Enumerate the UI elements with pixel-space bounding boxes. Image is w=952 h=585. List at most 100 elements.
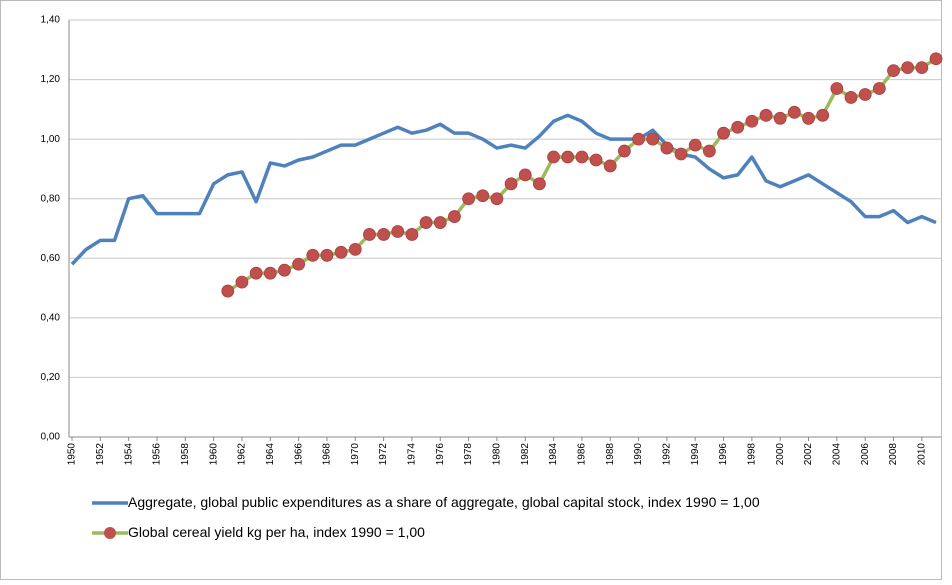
data-point <box>929 52 943 66</box>
x-tick-label: 1996 <box>718 443 729 466</box>
data-point <box>872 82 886 95</box>
data-point <box>816 108 830 122</box>
legend-label: Aggregate, global public expenditures as… <box>128 494 760 510</box>
legend-swatch <box>92 501 128 505</box>
data-point <box>504 177 518 191</box>
data-point <box>745 114 759 128</box>
data-point <box>433 216 447 229</box>
data-point <box>632 132 645 146</box>
data-point <box>278 263 291 277</box>
data-point <box>603 159 617 173</box>
x-tick-label: 1968 <box>322 443 333 466</box>
x-tick-label: 1980 <box>492 443 503 466</box>
y-tick-label: 0,00 <box>41 432 61 443</box>
x-tick-label: 1952 <box>95 443 106 466</box>
data-point <box>901 61 915 75</box>
data-point <box>547 150 560 164</box>
data-point <box>787 105 801 119</box>
data-point <box>660 141 674 155</box>
y-tick-label: 0,60 <box>41 253 61 264</box>
data-point <box>561 150 575 164</box>
x-tick-label: 1978 <box>463 443 474 466</box>
data-point <box>490 192 504 206</box>
x-tick-label: 1984 <box>548 443 559 466</box>
x-tick-label: 1962 <box>237 443 248 466</box>
legend-swatch <box>92 527 128 539</box>
y-tick-label: 0,80 <box>41 193 61 204</box>
data-point <box>306 248 320 262</box>
data-point <box>575 150 589 164</box>
x-tick-label: 1972 <box>378 443 389 466</box>
x-tick-label: 1954 <box>123 443 134 466</box>
data-point <box>221 284 235 298</box>
y-tick-label: 1,00 <box>41 134 61 145</box>
x-tick-label: 2006 <box>860 443 871 466</box>
data-point <box>533 177 546 191</box>
data-point <box>363 228 376 241</box>
series-line <box>226 57 937 293</box>
data-point <box>688 138 702 152</box>
x-tick-label: 1974 <box>407 443 418 466</box>
x-tick-label: 1958 <box>180 443 191 466</box>
x-tick-label: 1998 <box>747 443 758 466</box>
data-point <box>405 228 419 241</box>
data-point <box>773 111 787 125</box>
data-point <box>377 228 391 241</box>
data-point <box>448 210 461 223</box>
data-point <box>731 120 745 134</box>
y-tick-label: 0,40 <box>41 312 61 323</box>
x-tick-label: 2002 <box>803 443 814 466</box>
data-point <box>249 266 263 280</box>
data-point <box>462 192 475 206</box>
x-tick-label: 2010 <box>916 443 927 466</box>
data-point <box>235 275 249 289</box>
data-point <box>617 144 631 158</box>
data-point <box>476 189 490 203</box>
x-tick-label: 1964 <box>265 443 276 466</box>
x-tick-label: 1966 <box>293 443 304 466</box>
legend-entry: Global cereal yield kg per ha, index 199… <box>92 522 932 542</box>
legend: Aggregate, global public expenditures as… <box>92 492 932 552</box>
x-tick-label: 1950 <box>67 443 78 466</box>
x-tick-label: 1960 <box>208 443 219 466</box>
data-point <box>830 82 844 95</box>
y-tick-label: 1,20 <box>41 74 61 85</box>
data-point <box>518 168 532 182</box>
data-point <box>759 108 773 122</box>
data-point <box>915 61 929 75</box>
chart: 0,00 0,20 0,40 0,60 0,80 1,00 1,20 1,40 1950 1952… <box>41 15 943 466</box>
legend-entry: Aggregate, global public expenditures as… <box>92 492 932 512</box>
x-tick-label: 1988 <box>605 443 616 466</box>
x-tick-label: 1970 <box>350 443 361 466</box>
data-point <box>858 88 872 101</box>
data-point <box>334 245 348 259</box>
data-point <box>391 225 405 238</box>
data-point <box>646 132 660 146</box>
legend-label: Global cereal yield kg per ha, index 199… <box>128 524 425 540</box>
x-tick-label: 2000 <box>775 443 786 466</box>
x-tick-label: 1986 <box>577 443 588 466</box>
x-tick-label: 1976 <box>435 443 446 466</box>
x-tick-label: 2008 <box>888 443 899 466</box>
x-tick-label: 1956 <box>152 443 163 466</box>
x-tick-label: 1992 <box>662 443 673 466</box>
data-point <box>674 147 688 161</box>
data-point <box>702 144 716 158</box>
x-tick-label: 2004 <box>831 443 842 466</box>
legend-marker <box>104 527 116 539</box>
data-point <box>844 91 858 104</box>
series-line <box>70 113 937 266</box>
x-tick-label: 1994 <box>690 443 701 466</box>
data-point <box>802 111 815 125</box>
y-tick-label: 0,20 <box>41 372 61 383</box>
data-point <box>263 266 277 280</box>
data-point <box>887 64 900 78</box>
data-point <box>320 248 334 262</box>
data-point <box>348 242 362 256</box>
data-point <box>292 257 306 271</box>
x-tick-label: 1990 <box>633 443 644 466</box>
x-tick-label: 1982 <box>520 443 531 466</box>
data-point <box>717 126 730 140</box>
